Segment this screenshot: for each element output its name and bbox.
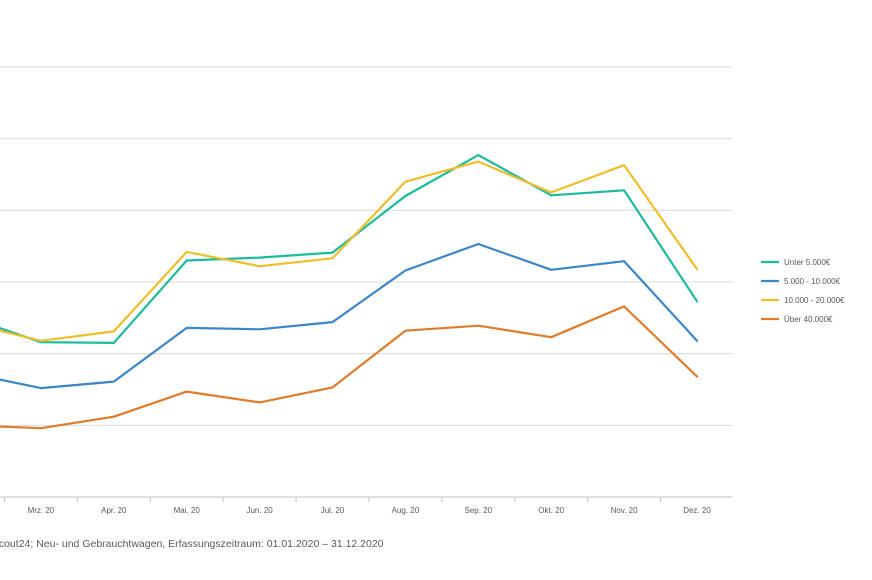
x-tick-label: Jun. 20 <box>246 506 273 515</box>
series-line <box>0 242 699 390</box>
legend-label: 5.000 - 10.000€ <box>784 277 841 286</box>
x-tick-label: Nov. 20 <box>611 506 639 515</box>
legend-label: Über 40.000€ <box>784 315 833 324</box>
gridlines <box>0 66 732 426</box>
legend-label: 10.000 - 20.000€ <box>784 296 845 305</box>
x-tick-label: Mrz. 20 <box>28 506 55 515</box>
series-line <box>0 154 699 344</box>
x-axis <box>0 496 732 502</box>
x-tick-label: Apr. 20 <box>101 506 127 515</box>
x-tick-label: Mai. 20 <box>174 506 201 515</box>
x-tick-label: Jul. 20 <box>321 506 345 515</box>
source-note: oScout24; Neu- und Gebrauchtwagen, Erfas… <box>0 538 384 550</box>
x-tick-label: Okt. 20 <box>538 506 564 515</box>
series-lines <box>0 154 699 430</box>
x-tick-label: Dez. 20 <box>683 506 711 515</box>
legend: Unter 5.000€ 5.000 - 10.000€ 10.000 - 20.0… <box>761 258 845 324</box>
series-line <box>0 305 699 430</box>
series-line <box>0 160 699 342</box>
legend-label: Unter 5.000€ <box>784 258 831 267</box>
x-tick-label: Sep. 20 <box>465 506 493 515</box>
x-tick-label: Aug. 20 <box>392 506 420 515</box>
